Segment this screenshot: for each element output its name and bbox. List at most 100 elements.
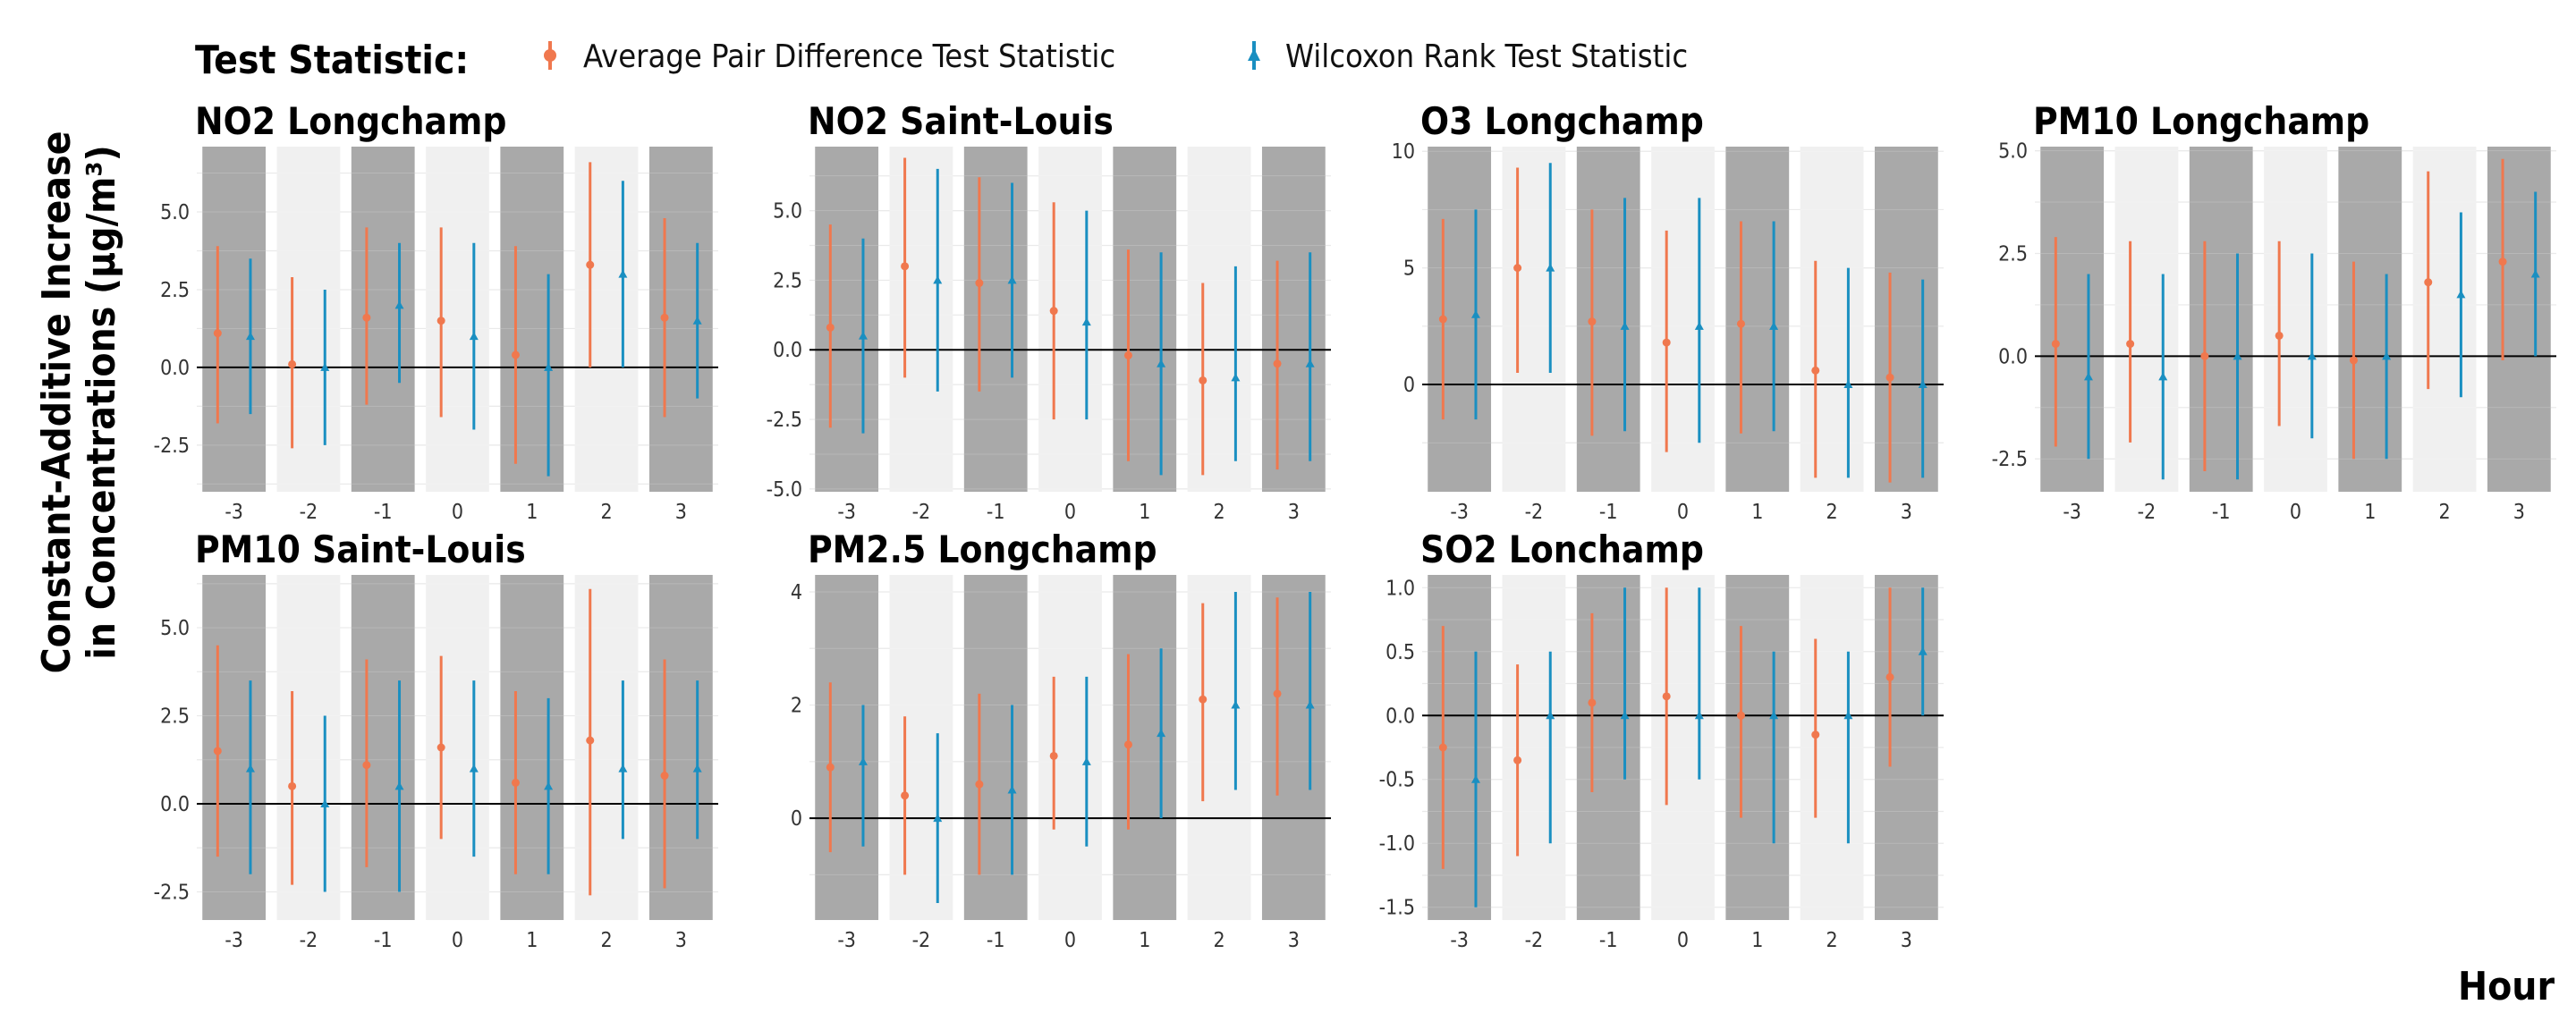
x-tick-label: -1: [374, 929, 393, 952]
hour-band: [500, 147, 564, 492]
apd-point: [1513, 264, 1522, 273]
panel-title: PM10 Saint-Louis: [195, 528, 526, 571]
wilcoxon-point: [1081, 756, 1091, 765]
y-tick-label: 0: [791, 807, 802, 831]
legend-wilcoxon-marker: [1248, 48, 1260, 61]
apd-point: [1049, 751, 1058, 760]
wilcoxon-point: [1694, 711, 1704, 720]
hour-band: [1576, 575, 1640, 920]
apd-point: [1199, 376, 1208, 384]
apd-point: [1123, 350, 1132, 359]
wilcoxon-point: [1620, 711, 1630, 720]
apd-point: [1811, 730, 1820, 739]
y-axis-title: Constant-Additive Increase in Concentrat…: [34, 131, 124, 674]
hour-band: [1502, 575, 1566, 920]
x-tick-label: -2: [300, 501, 318, 524]
y-tick-label: 5.0: [1998, 140, 2028, 164]
panel-2: NO2 Saint-Louis -5.0 -2.5 0.0 2.5 5.0 -3 -2 -1 0 1…: [767, 99, 1331, 524]
apd-point: [826, 323, 835, 332]
hour-band: [1651, 575, 1715, 920]
apd-point: [1273, 359, 1282, 368]
apd-point: [2200, 351, 2209, 360]
wilcoxon-point: [1620, 321, 1630, 330]
wilcoxon-point: [1546, 263, 1555, 272]
hour-band: [1113, 575, 1177, 920]
y-tick-label: 4: [791, 581, 802, 604]
y-tick-label: -1.5: [1379, 897, 1415, 920]
x-tick-label: 3: [2513, 501, 2525, 524]
y-tick-label: 2.5: [160, 705, 190, 729]
hour-band: [1800, 147, 1864, 492]
x-tick-label: -2: [2138, 501, 2157, 524]
hour-band: [2264, 147, 2327, 492]
apd-point: [1662, 692, 1671, 701]
hour-band: [1651, 147, 1715, 492]
apd-point: [2051, 340, 2060, 349]
wilcoxon-point: [1843, 711, 1853, 720]
wilcoxon-point: [1470, 774, 1480, 783]
hour-band: [815, 575, 879, 920]
x-tick-label: 1: [1751, 501, 1763, 524]
hour-band: [1725, 575, 1790, 920]
x-tick-label: -1: [374, 501, 393, 524]
x-tick-label: -3: [225, 501, 243, 524]
wilcoxon-point: [2307, 351, 2317, 360]
x-tick-label: -2: [912, 929, 931, 952]
apd-point: [2126, 340, 2135, 349]
hour-band: [351, 147, 415, 492]
apd-point: [826, 763, 835, 772]
hour-band: [2487, 147, 2551, 492]
wilcoxon-point: [1305, 700, 1315, 709]
apd-point: [1273, 689, 1282, 698]
y-tick-label: -2.5: [154, 435, 190, 458]
hour-band: [1187, 575, 1251, 920]
x-tick-label: 2: [600, 929, 612, 952]
y-tick-label: -2.5: [154, 881, 190, 904]
apd-point: [2349, 356, 2358, 365]
apd-point: [1736, 711, 1745, 720]
y-tick-label: -2.5: [767, 409, 802, 432]
wilcoxon-point: [2233, 351, 2242, 360]
hour-band: [889, 147, 953, 492]
wilcoxon-point: [320, 362, 330, 371]
hour-band: [1874, 147, 1938, 492]
y-tick-label: 0.0: [1385, 705, 1415, 728]
wilcoxon-point: [1769, 321, 1779, 330]
apd-point: [213, 747, 222, 756]
apd-point: [1885, 672, 1894, 681]
hour-band: [202, 147, 267, 492]
y-tick-label: 5: [1403, 258, 1415, 281]
apd-point: [2275, 331, 2284, 340]
x-tick-label: 2: [1826, 501, 1837, 524]
y-tick-label: 0.0: [160, 357, 190, 380]
apd-point: [1199, 695, 1208, 704]
hour-band: [1576, 147, 1640, 492]
wilcoxon-point: [1157, 729, 1166, 738]
apd-point: [586, 260, 595, 269]
wilcoxon-point: [1157, 359, 1166, 367]
x-tick-label: -1: [1599, 929, 1618, 952]
hour-band: [1113, 147, 1177, 492]
wilcoxon-point: [692, 764, 702, 772]
hour-band: [1428, 575, 1492, 920]
apd-point: [511, 778, 520, 787]
wilcoxon-point: [1843, 380, 1853, 389]
wilcoxon-point: [394, 300, 404, 309]
x-tick-label: 3: [1901, 929, 1912, 952]
x-tick-label: 3: [1288, 929, 1300, 952]
wilcoxon-point: [692, 316, 702, 325]
y-tick-label: -1.0: [1379, 832, 1415, 856]
panel-title: O3 Longchamp: [1420, 99, 1704, 143]
y-tick-label: 0.0: [773, 339, 802, 362]
panel-title: NO2 Saint-Louis: [808, 99, 1114, 143]
x-tick-label: 3: [1288, 501, 1300, 524]
x-tick-label: -2: [912, 501, 931, 524]
hour-band: [648, 147, 713, 492]
y-tick-label: 0.0: [160, 793, 190, 816]
x-tick-label: 0: [452, 929, 463, 952]
x-tick-label: 3: [675, 929, 687, 952]
wilcoxon-point: [618, 764, 628, 772]
y-axis-title-line2: in Concentrations (µg/m³): [79, 145, 124, 660]
x-tick-label: 1: [2364, 501, 2376, 524]
x-tick-label: -2: [300, 929, 318, 952]
